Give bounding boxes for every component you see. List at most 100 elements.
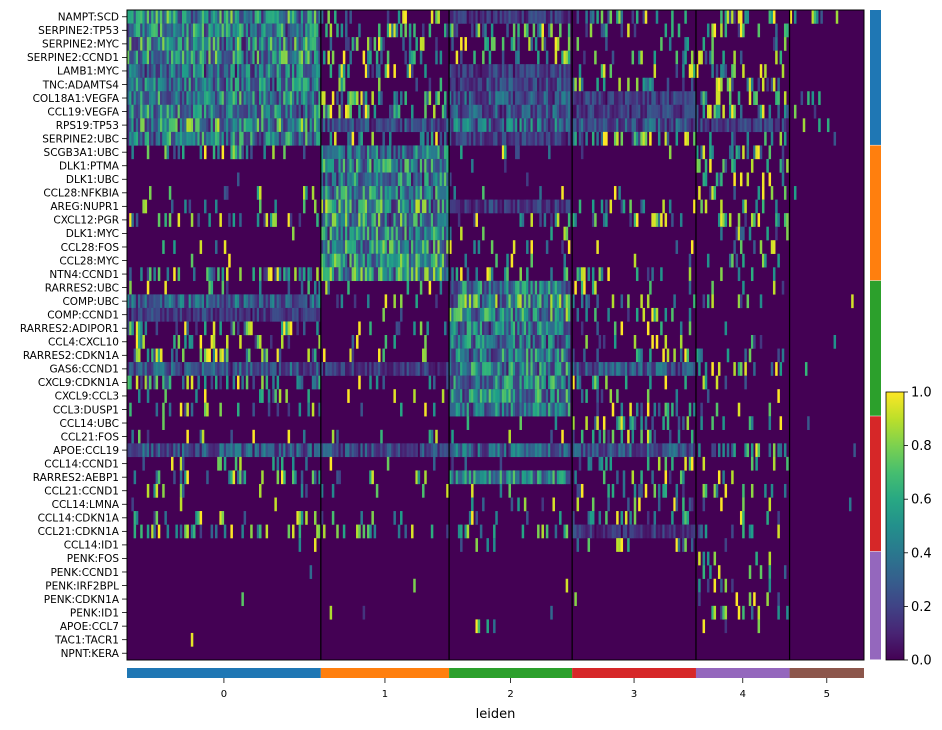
- heat-cell: [285, 23, 288, 38]
- heat-cell: [596, 389, 599, 403]
- heat-cell: [552, 307, 555, 322]
- heat-cell: [534, 37, 538, 51]
- heat-cell: [171, 50, 174, 65]
- heat-cell: [580, 443, 584, 458]
- heat-cell: [338, 64, 341, 78]
- heat-cell: [256, 131, 260, 146]
- heat-cell: [779, 362, 783, 376]
- heat-cell: [567, 50, 571, 65]
- heat-cell: [457, 77, 461, 92]
- heat-cell: [519, 389, 522, 403]
- heat-cell: [543, 104, 547, 119]
- heat-cell: [552, 91, 555, 105]
- heat-cell: [457, 362, 461, 376]
- heat-cell: [545, 335, 549, 349]
- heat-cell: [545, 64, 549, 78]
- heat-cell: [554, 362, 558, 376]
- heat-cell: [618, 186, 621, 200]
- heat-cell: [351, 240, 355, 254]
- heat-cell: [283, 294, 286, 309]
- heat-cell: [384, 199, 388, 214]
- heat-cell: [177, 335, 181, 349]
- heat-cell: [248, 91, 251, 105]
- heat-cell: [380, 226, 383, 241]
- heat-cell: [515, 443, 518, 458]
- heat-cell: [545, 91, 549, 105]
- heat-cell: [389, 443, 392, 458]
- heat-cell: [543, 470, 547, 485]
- heat-cell: [404, 186, 407, 200]
- heat-cell: [583, 91, 586, 105]
- heat-cell: [528, 402, 531, 417]
- heat-cell: [353, 267, 357, 282]
- heat-cell: [188, 307, 192, 322]
- heat-cell: [543, 77, 547, 92]
- heat-cell: [688, 497, 692, 512]
- heat-cell: [578, 131, 582, 146]
- heat-cell: [221, 511, 225, 525]
- heat-cell: [263, 104, 266, 119]
- heat-cell: [580, 280, 584, 295]
- heat-cell: [495, 402, 498, 417]
- heat-cell: [369, 362, 372, 376]
- heat-cell: [241, 10, 244, 24]
- heat-cell: [186, 118, 189, 133]
- heat-cell: [285, 91, 288, 105]
- heat-cell: [411, 199, 414, 214]
- heat-cell: [323, 145, 326, 160]
- heat-cell: [439, 199, 443, 214]
- heat-cell: [294, 307, 297, 322]
- heat-cell: [243, 91, 247, 105]
- heat-cell: [591, 118, 595, 133]
- heat-cell: [561, 240, 564, 254]
- heat-cell: [444, 321, 447, 336]
- heat-cell: [256, 77, 260, 92]
- heat-cell: [512, 335, 516, 349]
- heat-cell: [651, 416, 654, 430]
- heat-cell: [373, 524, 377, 539]
- heat-cell: [411, 524, 414, 539]
- heat-cell: [133, 77, 137, 92]
- heat-cell: [375, 240, 379, 254]
- heat-cell: [127, 91, 130, 105]
- heat-cell: [609, 362, 613, 376]
- heat-cell: [449, 91, 452, 105]
- heat-cell: [285, 50, 288, 65]
- heat-cell: [572, 294, 575, 309]
- heat-cell: [602, 524, 606, 539]
- heat-cell: [479, 389, 483, 403]
- heat-cell: [400, 267, 403, 282]
- heat-cell: [622, 362, 626, 376]
- heat-cell: [138, 104, 141, 119]
- heat-cell: [772, 10, 776, 24]
- heat-cell: [380, 267, 383, 282]
- heat-cell: [353, 213, 357, 227]
- heat-cell: [360, 186, 363, 200]
- heat-cell: [657, 483, 661, 498]
- heat-cell: [331, 118, 335, 133]
- heat-cell: [534, 335, 538, 349]
- heat-cell: [534, 362, 538, 376]
- heat-cell: [307, 402, 310, 417]
- heat-cell: [455, 307, 459, 322]
- heat-cell: [567, 37, 571, 51]
- heat-cell: [482, 389, 485, 403]
- heat-cell: [550, 321, 553, 336]
- heat-cell: [252, 64, 255, 78]
- heat-cell: [408, 213, 412, 227]
- heat-cell: [742, 226, 745, 241]
- heat-cell: [715, 77, 719, 92]
- heat-cell: [572, 118, 575, 133]
- heat-cell: [777, 91, 780, 105]
- heat-cell: [287, 267, 291, 282]
- heat-cell: [171, 64, 174, 78]
- heat-cell: [510, 37, 514, 51]
- heat-cell: [402, 37, 405, 51]
- heat-cell: [679, 104, 683, 119]
- heat-cell: [510, 253, 514, 268]
- heat-cell: [318, 77, 321, 92]
- heat-cell: [384, 64, 388, 78]
- heat-cell: [528, 307, 531, 322]
- heat-cell: [201, 429, 205, 444]
- heat-cell: [506, 199, 509, 214]
